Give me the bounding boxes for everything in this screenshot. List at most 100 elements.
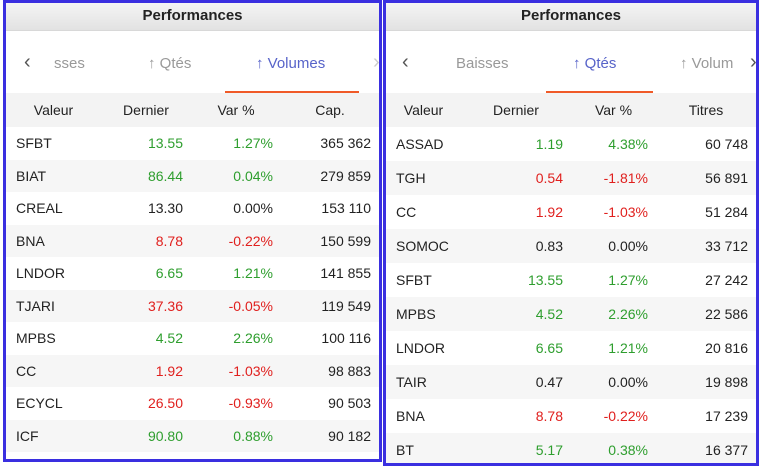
cell-volume: 51 284 (705, 204, 748, 220)
cell-volume: 119 549 (321, 297, 371, 314)
chevron-left-icon[interactable]: ‹ (24, 51, 31, 73)
table-row[interactable]: CC 1.92 -1.03% 98 883 (6, 354, 379, 387)
tab-bar: ‹ Baisses ↑ Qtés ↑ Volum › (386, 31, 756, 93)
tab-qtes[interactable]: ↑ Qtés (573, 55, 617, 72)
panel-title: Performances (386, 3, 756, 31)
column-header[interactable]: Cap. (315, 102, 345, 118)
cell-volume: 22 586 (705, 306, 748, 322)
cell-volume: 33 712 (705, 238, 748, 254)
table-row[interactable]: SOMOC 0.83 0.00% 33 712 (386, 229, 756, 263)
cell-var: -1.03% (603, 204, 648, 220)
table-row[interactable]: BT 5.17 0.38% 16 377 (386, 433, 756, 463)
cell-volume: 19 898 (705, 374, 748, 390)
cell-var: 1.21% (608, 340, 648, 356)
table-row[interactable]: CC 1.92 -1.03% 51 284 (386, 195, 756, 229)
tab-baisses[interactable]: Baisses (456, 55, 509, 72)
cell-volume: 17 239 (705, 408, 748, 424)
table-row[interactable]: LNDOR 6.65 1.21% 20 816 (386, 331, 756, 365)
table-row[interactable]: MPBS 4.52 2.26% 22 586 (386, 297, 756, 331)
cell-volume: 365 362 (320, 135, 371, 152)
active-tab-underline (546, 91, 653, 93)
table-header: Valeur Dernier Var % Cap. (6, 93, 379, 127)
cell-valeur: BNA (16, 232, 45, 249)
cell-dernier: 6.65 (535, 340, 563, 356)
cell-dernier: 8.78 (535, 408, 563, 424)
column-header[interactable]: Valeur (403, 102, 444, 118)
chevron-left-icon[interactable]: ‹ (402, 51, 409, 73)
cell-valeur: TAIR (396, 374, 427, 390)
tab-volumes[interactable]: ↑ Volumes (256, 55, 326, 72)
table-row[interactable]: TGH 0.54 -1.81% 56 891 (386, 161, 756, 195)
cell-var: 2.26% (608, 306, 648, 322)
cell-dernier: 0.83 (535, 238, 563, 254)
cell-volume: 100 116 (321, 330, 371, 347)
cell-var: 0.88% (233, 427, 273, 444)
table-row[interactable]: BIAT 86.44 0.04% 279 859 (6, 159, 379, 192)
column-header[interactable]: Titres (688, 102, 724, 118)
table-header: Valeur Dernier Var % Titres (386, 93, 756, 127)
cell-var: -1.81% (603, 170, 648, 186)
cell-valeur: BIAT (16, 167, 47, 184)
cell-var: 0.00% (608, 238, 648, 254)
cell-var: 4.38% (608, 136, 648, 152)
table-row[interactable]: ICF 90.80 0.88% 90 182 (6, 419, 379, 452)
table-row[interactable]: BNA 8.78 -0.22% 17 239 (386, 399, 756, 433)
tab-volumes[interactable]: ↑ Volum (680, 55, 734, 72)
cell-var: 1.21% (233, 265, 273, 282)
table-row[interactable]: CREAL 13.30 0.00% 153 110 (6, 192, 379, 225)
table-row[interactable]: TJARI 37.36 -0.05% 119 549 (6, 289, 379, 322)
cell-valeur: MPBS (396, 306, 436, 322)
cell-valeur: SOMOC (396, 238, 449, 254)
cell-dernier: 0.54 (535, 170, 563, 186)
column-header[interactable]: Dernier (123, 102, 169, 118)
cell-dernier: 4.52 (155, 330, 183, 347)
cell-dernier: 13.55 (147, 135, 183, 152)
cell-volume: 153 110 (321, 200, 371, 217)
cell-var: -1.03% (228, 362, 273, 379)
cell-dernier: 13.30 (147, 200, 183, 217)
chevron-right-icon[interactable]: › (373, 51, 380, 73)
table-body: SFBT 13.55 1.27% 365 362 BIAT 86.44 0.04% 279 8… (6, 127, 379, 452)
cell-var: 0.00% (608, 374, 648, 390)
column-header[interactable]: Var % (594, 102, 633, 118)
table-body: ASSAD 1.19 4.38% 60 748 TGH 0.54 -1.81% 56 891 C… (386, 127, 756, 463)
cell-volume: 27 242 (705, 272, 748, 288)
cell-var: 0.38% (608, 442, 648, 458)
table-row[interactable]: BNA 8.78 -0.22% 150 599 (6, 224, 379, 257)
cell-valeur: ICF (16, 427, 39, 444)
table-row[interactable]: SFBT 13.55 1.27% 365 362 (6, 127, 379, 160)
cell-volume: 141 855 (320, 265, 371, 282)
table-row[interactable]: ASSAD 1.19 4.38% 60 748 (386, 127, 756, 161)
cell-dernier: 8.78 (155, 232, 183, 249)
cell-dernier: 5.17 (535, 442, 563, 458)
cell-dernier: 4.52 (535, 306, 563, 322)
cell-volume: 56 891 (705, 170, 748, 186)
cell-volume: 90 503 (328, 395, 371, 412)
tab-bar: ‹ sses ↑ Qtés ↑ Volumes › (6, 31, 379, 93)
cell-var: 1.27% (608, 272, 648, 288)
cell-dernier: 86.44 (147, 167, 183, 184)
column-header[interactable]: Valeur (33, 102, 74, 118)
cell-dernier: 0.47 (535, 374, 563, 390)
table-row[interactable]: SFBT 13.55 1.27% 27 242 (386, 263, 756, 297)
column-header[interactable]: Dernier (493, 102, 539, 118)
cell-volume: 90 182 (328, 427, 371, 444)
cell-valeur: MPBS (16, 330, 56, 347)
table-row[interactable]: ECYCL 26.50 -0.93% 90 503 (6, 387, 379, 420)
table-row[interactable]: TAIR 0.47 0.00% 19 898 (386, 365, 756, 399)
cell-var: -0.05% (228, 297, 273, 314)
tab-baisses[interactable]: sses (54, 55, 85, 72)
table-row[interactable]: MPBS 4.52 2.26% 100 116 (6, 322, 379, 355)
cell-valeur: BNA (396, 408, 425, 424)
cell-valeur: LNDOR (396, 340, 446, 356)
column-header[interactable]: Var % (217, 102, 255, 118)
table-row[interactable]: LNDOR 6.65 1.21% 141 855 (6, 257, 379, 290)
cell-volume: 150 599 (320, 232, 371, 249)
cell-var: -0.22% (228, 232, 273, 249)
cell-valeur: CREAL (16, 200, 63, 217)
cell-dernier: 90.80 (147, 427, 183, 444)
performances-panel-qtes: Performances ‹ Baisses ↑ Qtés ↑ Volum › … (383, 0, 759, 466)
tab-qtes[interactable]: ↑ Qtés (148, 55, 192, 72)
chevron-right-icon[interactable]: › (750, 51, 757, 73)
performances-panel-volumes: Performances ‹ sses ↑ Qtés ↑ Volumes › V… (3, 0, 382, 462)
